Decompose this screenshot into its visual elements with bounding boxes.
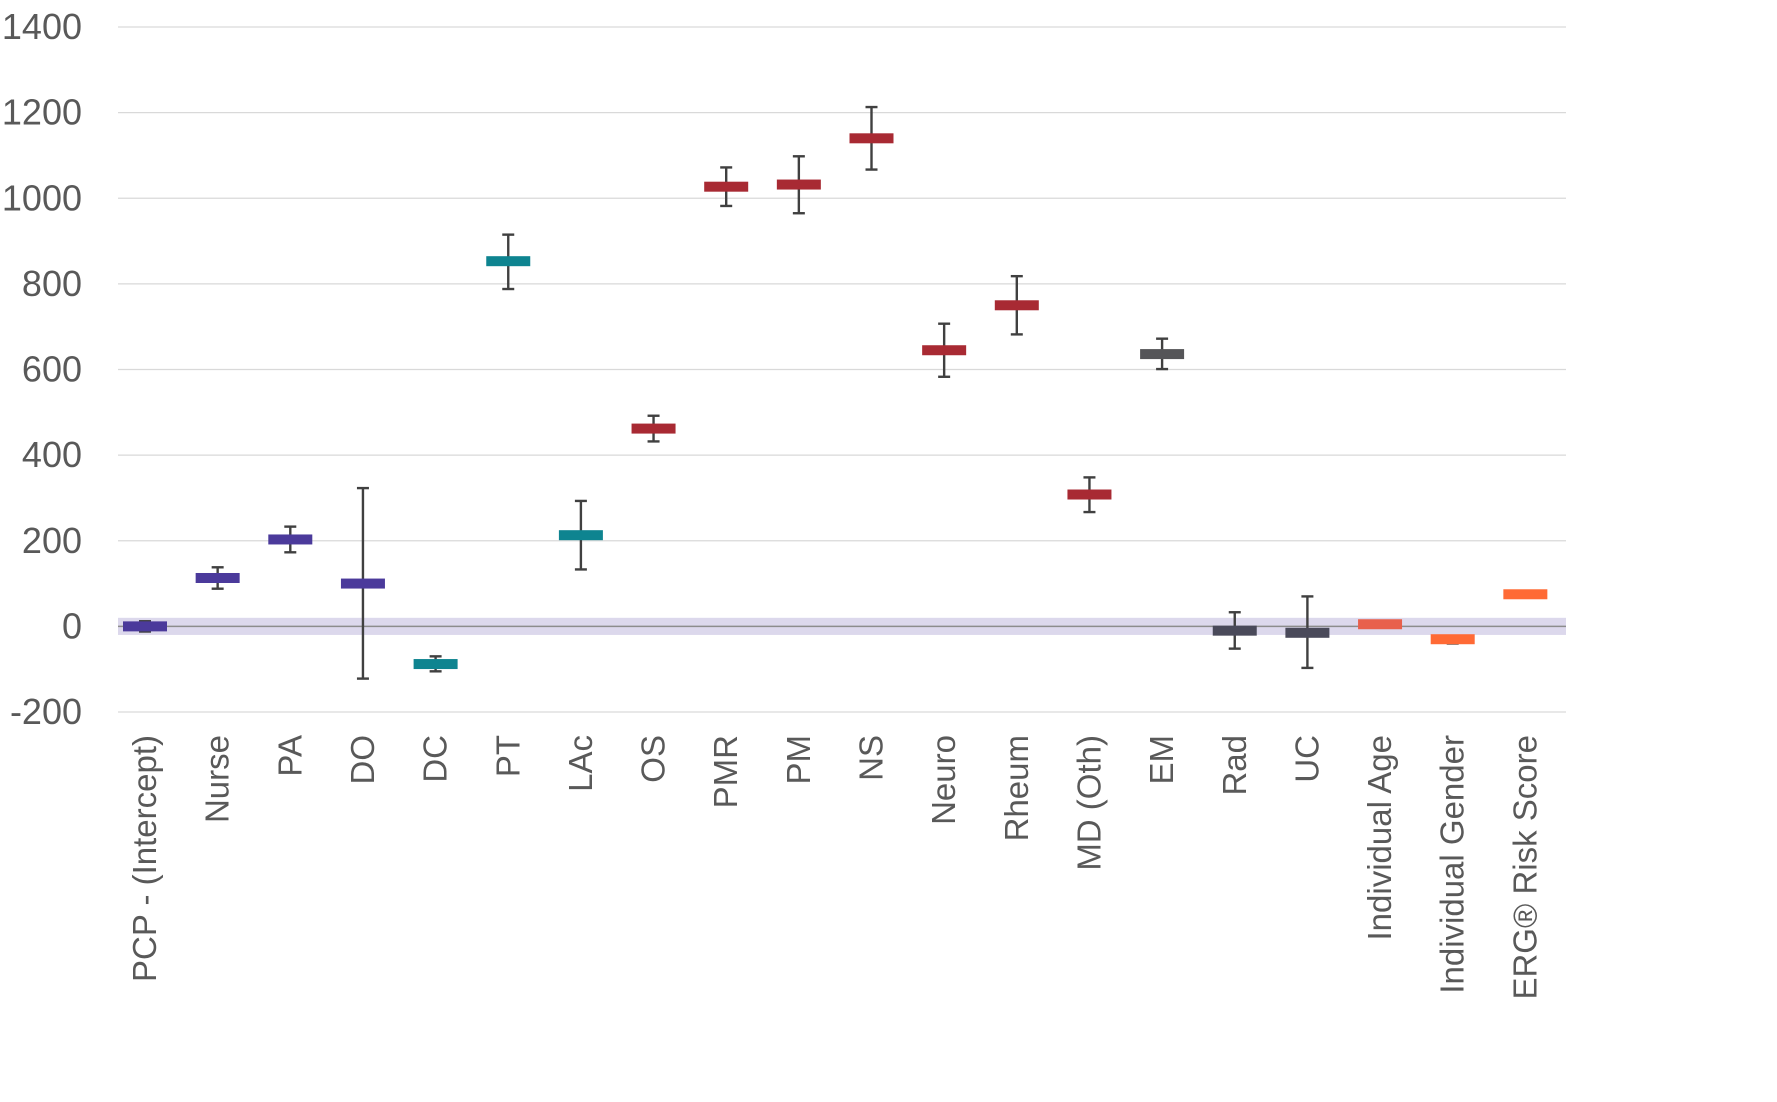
x-tick-label-pt: PT bbox=[489, 735, 526, 777]
point-marker-pcp-intercept bbox=[123, 621, 167, 632]
point-marker-pm bbox=[776, 179, 821, 190]
point-marker-rad bbox=[1212, 625, 1257, 636]
point-marker-individual-age bbox=[1358, 619, 1403, 630]
point-marker-individual-gender bbox=[1430, 634, 1475, 645]
point-marker-pt bbox=[486, 256, 531, 267]
gridlines bbox=[118, 26, 1566, 713]
x-tick-label-pcp-intercept: PCP - (Intercept) bbox=[126, 735, 163, 982]
x-axis-tick-labels: PCP - (Intercept) Nurse PA DO DC PT LAc OS PMR PM… bbox=[126, 735, 1543, 1000]
x-tick-label-rad: Rad bbox=[1216, 735, 1253, 796]
point-marker-do bbox=[340, 578, 385, 589]
point-marker-dc bbox=[413, 659, 458, 670]
point-marker-em bbox=[1140, 349, 1185, 360]
y-tick-label: -200 bbox=[10, 691, 82, 732]
point-marker-neuro bbox=[922, 345, 967, 356]
y-tick-label: 1200 bbox=[2, 92, 82, 133]
x-tick-label-md-oth: MD (Oth) bbox=[1070, 735, 1107, 871]
x-tick-label-erg-risk-score: ERG® Risk Score bbox=[1506, 735, 1543, 1000]
point-marker-rheum bbox=[994, 300, 1039, 311]
x-tick-label-ns: NS bbox=[853, 735, 890, 781]
point-marker-erg-risk-score bbox=[1503, 589, 1548, 600]
point-marker-lac bbox=[558, 530, 603, 541]
x-tick-label-do: DO bbox=[344, 735, 381, 785]
y-tick-label: 1000 bbox=[2, 177, 82, 218]
x-tick-label-pa: PA bbox=[271, 735, 308, 777]
error-bars bbox=[139, 105, 1532, 680]
x-tick-label-individual-age: Individual Age bbox=[1361, 735, 1398, 941]
point-marker-os bbox=[631, 423, 676, 434]
x-tick-label-dc: DC bbox=[417, 735, 454, 783]
x-tick-label-os: OS bbox=[635, 735, 672, 783]
y-tick-label: 0 bbox=[62, 605, 82, 646]
point-marker-md-oth bbox=[1067, 489, 1112, 500]
point-markers bbox=[123, 133, 1548, 670]
x-tick-label-neuro: Neuro bbox=[925, 735, 962, 825]
y-tick-label: 200 bbox=[22, 520, 82, 561]
y-tick-label: 600 bbox=[22, 349, 82, 390]
x-tick-label-nurse: Nurse bbox=[199, 735, 236, 823]
point-marker-pa bbox=[268, 534, 313, 545]
x-tick-label-individual-gender: Individual Gender bbox=[1434, 735, 1471, 994]
point-marker-ns bbox=[849, 133, 894, 144]
y-tick-label: 1400 bbox=[2, 6, 82, 47]
x-tick-label-pmr: PMR bbox=[707, 735, 744, 808]
y-axis-tick-labels: -200 0 200 400 600 800 1000 1200 1400 bbox=[2, 6, 82, 732]
x-tick-label-em: EM bbox=[1143, 735, 1180, 785]
point-marker-nurse bbox=[195, 572, 240, 583]
x-tick-label-rheum: Rheum bbox=[998, 735, 1035, 841]
point-marker-uc bbox=[1285, 627, 1330, 638]
x-tick-label-uc: UC bbox=[1288, 735, 1325, 783]
y-tick-label: 400 bbox=[22, 434, 82, 475]
y-tick-label: 800 bbox=[22, 263, 82, 304]
point-marker-pmr bbox=[704, 181, 749, 192]
x-tick-label-pm: PM bbox=[780, 735, 817, 785]
x-tick-label-lac: LAc bbox=[562, 735, 599, 792]
